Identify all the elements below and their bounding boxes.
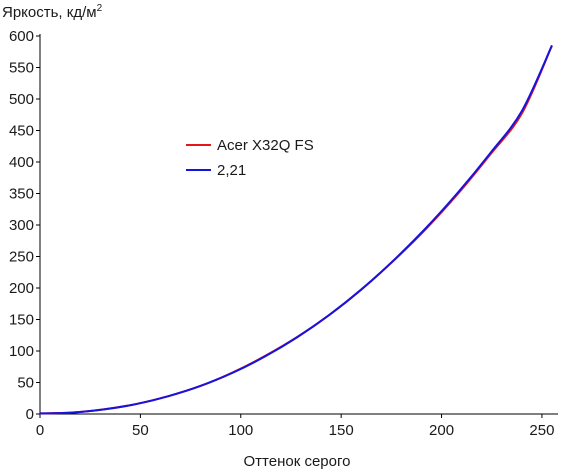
y-axis-label-superscript: 2 [97, 3, 103, 14]
y-axis-label-text: Яркость, кд/м [2, 4, 97, 21]
y-tick-label: 0 [26, 406, 34, 423]
y-tick-label: 300 [9, 217, 34, 234]
x-tick-label: 0 [36, 422, 44, 439]
legend-label-0: Acer X32Q FS [217, 137, 314, 154]
y-tick-label: 250 [9, 249, 34, 266]
y-tick-label: 150 [9, 312, 34, 329]
y-tick-label: 50 [17, 375, 34, 392]
y-tick-label: 400 [9, 154, 34, 171]
x-tick-label: 50 [132, 422, 149, 439]
x-tick-label: 150 [329, 422, 354, 439]
y-tick-label: 500 [9, 91, 34, 108]
x-tick-group: 0 50 100 150 200 250 [36, 414, 554, 439]
y-tick-label: 600 [9, 28, 34, 45]
y-tick-group: 0 50 100 150 200 250 300 350 400 450 500 550 600 [9, 28, 40, 423]
series-line-1 [39, 45, 553, 415]
legend-label-1: 2,21 [217, 162, 246, 179]
axes [39, 34, 558, 415]
y-tick-label: 450 [9, 123, 34, 140]
x-tick-label: 250 [529, 422, 554, 439]
legend: Acer X32Q FS 2,21 [186, 137, 314, 179]
y-tick-label: 350 [9, 186, 34, 203]
series-line-0 [39, 45, 553, 415]
x-tick-label: 100 [228, 422, 253, 439]
y-tick-label: 100 [9, 343, 34, 360]
x-axis-label: Оттенок серого [244, 453, 351, 469]
x-tick-label: 200 [429, 422, 454, 439]
y-axis-label: Яркость, кд/м2 [2, 3, 103, 21]
y-tick-label: 550 [9, 60, 34, 77]
y-tick-label: 200 [9, 280, 34, 297]
series-group [39, 45, 553, 415]
